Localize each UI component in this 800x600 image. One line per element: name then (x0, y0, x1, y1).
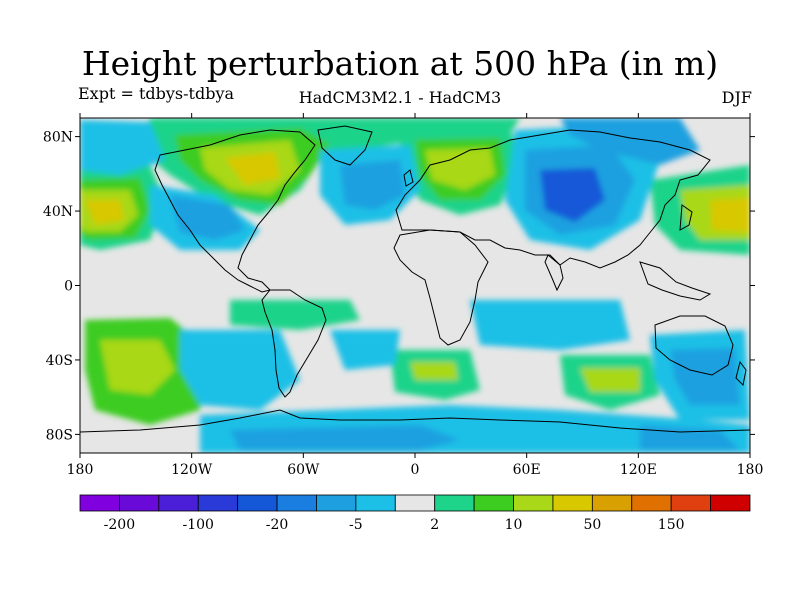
contour-negative-antarctic-inner (230, 425, 460, 450)
coastline-australia (654, 315, 734, 376)
colorbar-label: -5 (349, 517, 363, 533)
lon-tick-label: 120E (620, 462, 657, 478)
lon-tick-label: 180 (67, 462, 94, 478)
coastline-japan (679, 204, 693, 231)
colorbar-swatch (355, 494, 396, 512)
colorbar-label: 150 (658, 517, 685, 533)
contour-positive-indian-ocean-core (580, 368, 640, 392)
colorbar-label: 2 (430, 517, 439, 533)
lat-tick-label: 80N (43, 130, 73, 146)
contour-negative-northwest (80, 120, 165, 175)
colorbar-label: -200 (104, 517, 135, 533)
coastlines (80, 125, 750, 433)
coastline-uk (403, 169, 414, 187)
lon-tick-label: 120W (171, 462, 213, 478)
colorbar-swatch (237, 494, 278, 512)
colorbar-swatch (276, 494, 317, 512)
colorbar-swatch (473, 494, 514, 512)
colorbar-swatch (631, 494, 672, 512)
colorbar-swatch (158, 494, 199, 512)
colorbar-swatch (119, 494, 160, 512)
lat-tick-label: 40N (43, 204, 73, 220)
coastline-greenland (317, 125, 373, 166)
contour-negative-indian-ocean (470, 300, 630, 350)
colorbar-swatch (710, 494, 751, 512)
contour-positive-south-atlantic-core (410, 362, 458, 380)
contour-negative-australia-inner (670, 348, 740, 405)
coastline-southeast-asia (639, 261, 712, 301)
lon-tick-label: 60W (287, 462, 320, 478)
contour-peak-north-america (225, 152, 280, 185)
coastline-eurasia (395, 129, 711, 269)
contour-positive-equatorial (230, 300, 360, 330)
season-label: DJF (721, 88, 752, 107)
contour-peak-east-edge (710, 198, 750, 232)
colorbar-swatch (552, 494, 593, 512)
coastline-south-america (261, 289, 327, 398)
contour-peak-west-pacific (85, 200, 124, 225)
coastline-india (544, 254, 564, 292)
map-title: Height perturbation at 500 hPa (in m) (81, 44, 719, 83)
experiment-label: Expt = tdbys-tdbya (78, 84, 235, 103)
contour-positive-europe-core (425, 148, 495, 190)
colorbar-swatch (591, 494, 633, 512)
colorbar-swatch (79, 494, 120, 512)
colorbar-swatch (513, 494, 554, 512)
coastline-north-america (154, 129, 316, 293)
contour-negative-south-atlantic (330, 330, 400, 370)
colorbar-swatch (394, 494, 436, 512)
coastline-new-zealand (735, 360, 747, 387)
colorbar-label: -100 (183, 517, 214, 533)
coastline-africa (393, 229, 489, 346)
colorbar-label: 10 (505, 517, 523, 533)
colorbar: -200 -100 -20 -5 2 10 50 150 (79, 494, 751, 533)
colorbar-swatch (670, 494, 711, 512)
contour-positive-south-pacific-core (100, 340, 175, 395)
lon-tick-label: 180 (737, 462, 764, 478)
contour-negative-arctic (560, 118, 700, 165)
lat-tick-label: 0 (64, 279, 73, 295)
latitude-axis: 80N 40N 0 40S 80S (43, 130, 755, 443)
contour-fills (80, 118, 750, 453)
colorbar-label: 50 (583, 517, 601, 533)
model-label: HadCM3M2.1 - HadCM3 (298, 88, 502, 107)
colorbar-swatch (197, 494, 239, 512)
coastline-antarctica (80, 409, 750, 433)
contour-negative-south-pacific (180, 330, 300, 410)
contour-negative-asia-core (540, 168, 605, 222)
lat-tick-label: 40S (46, 353, 73, 369)
longitude-axis: 180 120W 60W 0 60E 120E 180 (67, 113, 764, 478)
lon-tick-label: 60E (513, 462, 541, 478)
contour-negative-north-atlantic-inner (340, 160, 405, 210)
map-panel (80, 118, 750, 453)
colorbar-swatch (434, 494, 475, 512)
colorbar-label: -20 (266, 517, 289, 533)
lon-tick-label: 0 (411, 462, 420, 478)
lat-tick-label: 80S (46, 427, 73, 443)
colorbar-swatch (316, 494, 357, 512)
